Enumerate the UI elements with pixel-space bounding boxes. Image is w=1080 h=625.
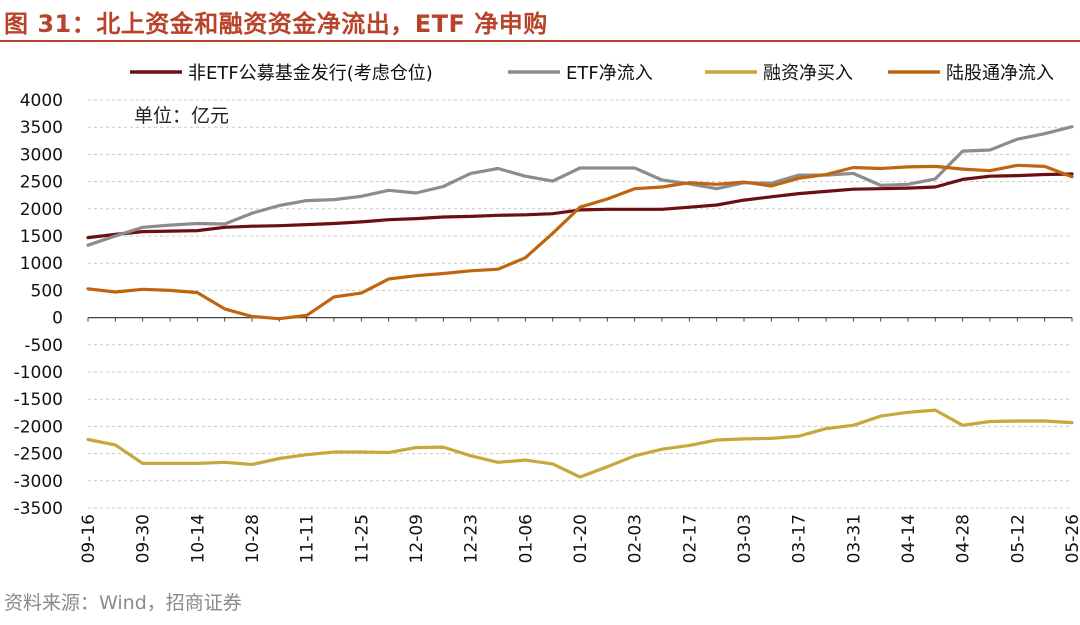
series-line-1 xyxy=(86,172,1074,240)
x-tick-label: 04-28 xyxy=(954,514,974,563)
legend-label: 非ETF公募基金发行(考虑仓位) xyxy=(188,63,433,84)
y-tick-label: -3000 xyxy=(14,472,63,492)
x-tick-label: 03-17 xyxy=(790,514,810,563)
legend-label: 融资净买入 xyxy=(763,63,853,84)
series-line-2 xyxy=(86,125,1074,247)
y-tick-label: 2000 xyxy=(20,200,63,220)
x-tick-label: 12-23 xyxy=(462,514,482,563)
x-tick-label: 10-28 xyxy=(243,514,263,563)
y-tick-label: 1500 xyxy=(20,227,63,247)
legend: 非ETF公募基金发行(考虑仓位) ETF净流入 融资净买入 陆股通净流入 xyxy=(130,63,1054,84)
x-tick-label: 03-31 xyxy=(844,514,864,563)
source-note: 资料来源：Wind，招商证券 xyxy=(4,592,242,614)
x-tick-label: 01-20 xyxy=(571,514,591,563)
y-tick-label: -2500 xyxy=(14,445,63,465)
x-tick-label: 02-03 xyxy=(626,514,646,563)
x-tick-label: 10-14 xyxy=(188,514,208,563)
x-tick-label: 09-16 xyxy=(79,514,99,563)
y-tick-label: -1500 xyxy=(14,390,63,410)
grid-layer xyxy=(88,99,1072,509)
x-tick-label: 11-11 xyxy=(298,514,318,563)
y-tick-label: -1000 xyxy=(14,363,63,383)
series-line-3 xyxy=(86,408,1074,479)
x-tick-label: 05-26 xyxy=(1063,514,1080,563)
x-tick-label: 02-17 xyxy=(680,514,700,563)
y-tick-label: -2000 xyxy=(14,417,63,437)
y-tick-label: 3500 xyxy=(20,118,63,138)
x-tick-label: 05-12 xyxy=(1008,514,1028,563)
series-layer xyxy=(86,125,1074,479)
y-tick-label: -3500 xyxy=(14,499,63,519)
axis-layer: 4000 3500 3000 2500 2000 1500 1000 500 0 -500 -100… xyxy=(14,91,1080,563)
legend-label: 陆股通净流入 xyxy=(946,63,1054,84)
x-tick-label: 03-03 xyxy=(735,514,755,563)
x-tick-label: 01-06 xyxy=(516,514,536,563)
y-tick-label: 500 xyxy=(31,281,63,301)
unit-note: 单位：亿元 xyxy=(134,105,229,127)
y-tick-label: 3000 xyxy=(20,145,63,165)
y-tick-label: 2500 xyxy=(20,173,63,193)
series-line-4 xyxy=(86,163,1074,321)
y-tick-label: 0 xyxy=(52,309,63,329)
y-tick-label: -500 xyxy=(24,336,63,356)
x-tick-label: 11-25 xyxy=(352,514,372,563)
legend-label: ETF净流入 xyxy=(566,63,653,84)
x-tick-label: 12-09 xyxy=(407,514,427,563)
x-tick-label: 04-14 xyxy=(899,514,919,563)
x-tick-label: 09-30 xyxy=(134,514,154,563)
title-divider xyxy=(0,40,1080,42)
figure-title: 图 31：北上资金和融资资金净流出，ETF 净申购 xyxy=(4,10,548,38)
y-tick-label: 4000 xyxy=(20,91,63,111)
y-tick-label: 1000 xyxy=(20,254,63,274)
